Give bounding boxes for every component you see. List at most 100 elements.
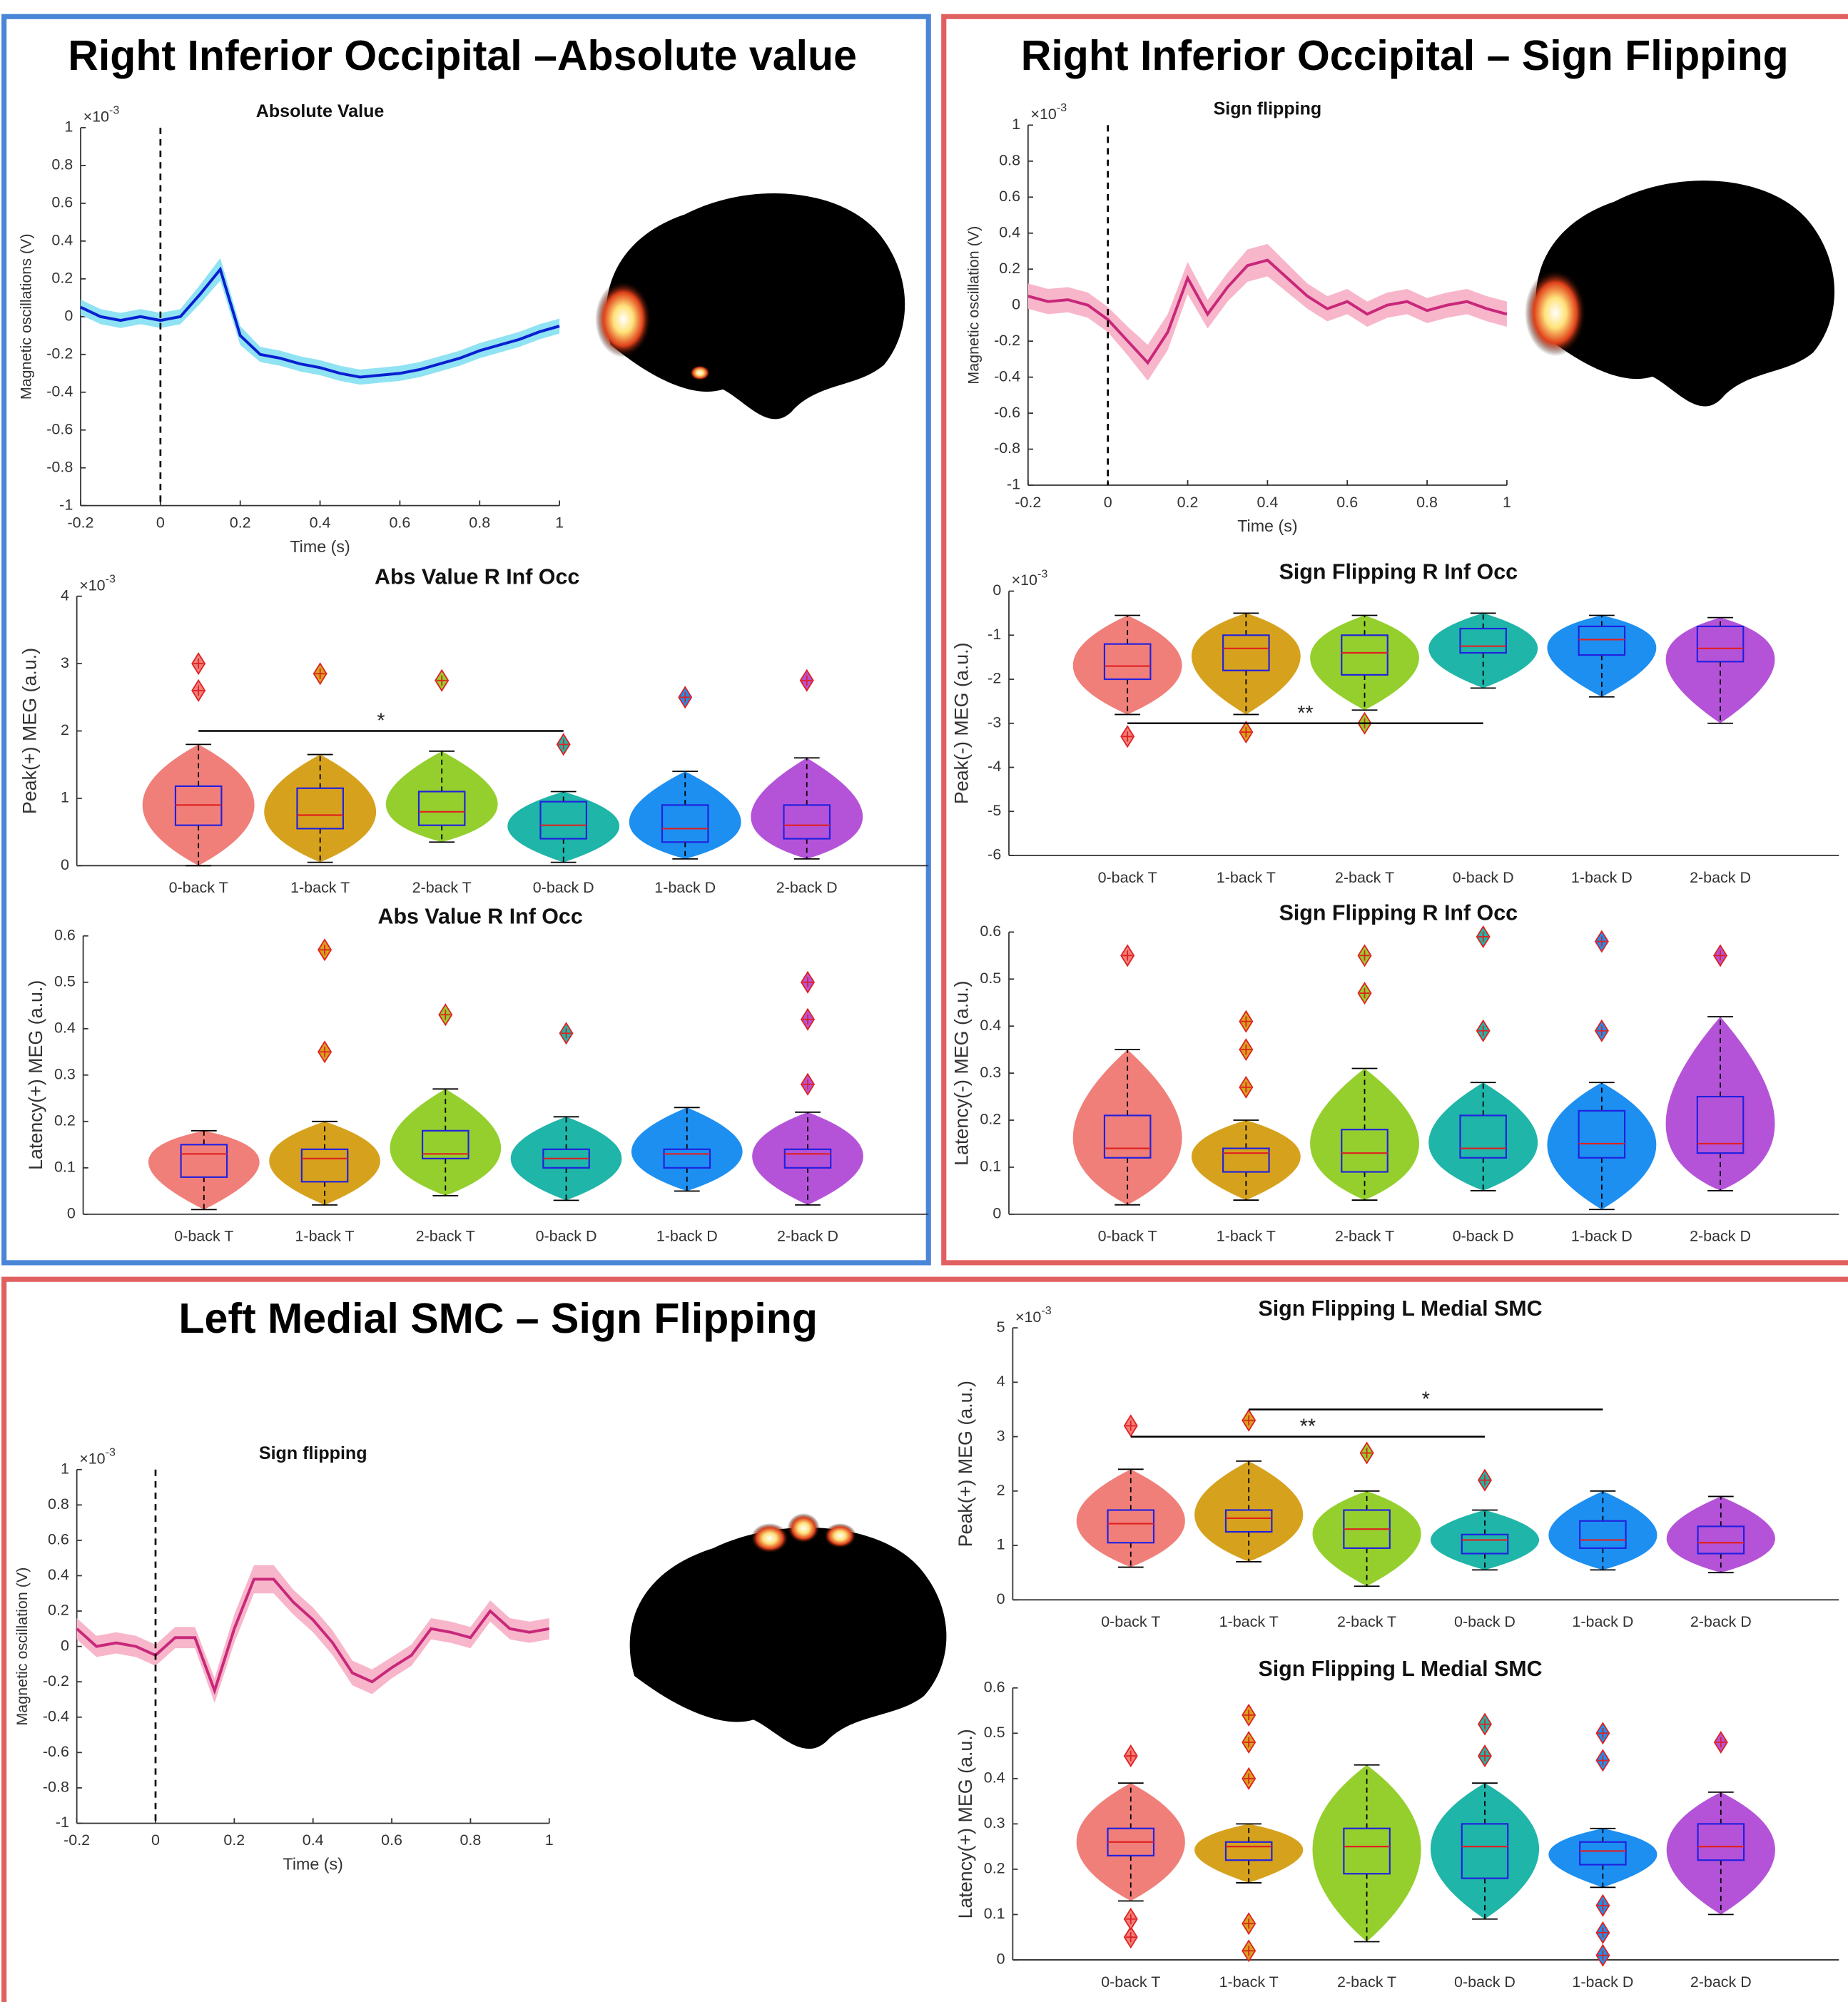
y-tick-label: 0.4: [980, 1017, 1001, 1034]
y-tick-label: 0.2: [980, 1111, 1001, 1128]
y-tick-label: 5: [997, 1318, 1005, 1336]
outlier: [1242, 1410, 1255, 1431]
outlier: [1596, 1750, 1609, 1771]
outlier: [1596, 1923, 1609, 1943]
y-axis-label: Peak(+) MEG (a.u.): [955, 1381, 976, 1547]
exponent-base: ×10: [79, 1450, 105, 1467]
significance-label: *: [377, 710, 385, 733]
x-tick-label: 1-back D: [654, 879, 716, 896]
x-tick-label: 0-back D: [1454, 1973, 1516, 1991]
violin: [1073, 1050, 1182, 1205]
x-tick-label: 0: [1104, 494, 1112, 511]
x-axis-label: Time (s): [1237, 517, 1297, 535]
x-tick-label: 0: [151, 1831, 160, 1849]
outlier: [1595, 1020, 1608, 1041]
y-tick-label: 0.1: [984, 1905, 1005, 1922]
x-tick-label: 0-back D: [1453, 1228, 1514, 1245]
outlier: [1242, 1705, 1255, 1726]
x-tick-label: 2-back T: [1337, 1973, 1396, 1991]
y-axis-label: Latency(+) MEG (a.u.): [955, 1729, 976, 1919]
axis-exponent: ×10-3: [79, 1446, 116, 1467]
y-tick-label: 0.4: [999, 223, 1020, 240]
brain-image: [1525, 181, 1834, 406]
violin: [1194, 1461, 1303, 1562]
y-tick-label: 0.6: [980, 923, 1001, 940]
y-tick-label: -1: [988, 626, 1001, 643]
y-tick-label: -0.2: [43, 1672, 69, 1689]
x-tick-label: 2-back T: [1335, 1228, 1394, 1245]
y-tick-label: -0.6: [46, 420, 73, 437]
y-tick-label: -1: [1007, 476, 1020, 493]
y-tick-label: 0.6: [999, 188, 1020, 205]
outlier: [1242, 1769, 1255, 1789]
y-tick-label: 0.2: [984, 1860, 1005, 1877]
y-tick-label: -1: [56, 1814, 69, 1831]
outlier: [557, 734, 570, 755]
x-tick-label: 0.8: [469, 514, 490, 531]
y-tick-label: -0.4: [46, 382, 73, 400]
chart-title: Sign flipping: [259, 1443, 367, 1463]
y-tick-label: 2: [997, 1481, 1005, 1498]
y-tick-label: 1: [61, 1460, 69, 1477]
y-tick-label: 3: [997, 1427, 1005, 1444]
y-tick-label: 1: [61, 789, 69, 806]
significance-label: **: [1300, 1416, 1316, 1438]
outlier: [1242, 1732, 1255, 1753]
y-tick-label: 0.3: [984, 1814, 1005, 1831]
x-tick-label: 0: [156, 514, 165, 531]
y-tick-label: 0.1: [54, 1159, 76, 1176]
x-tick-label: 1-back D: [656, 1228, 718, 1245]
exponent-base: ×10: [1012, 571, 1037, 589]
y-tick-label: -0.8: [994, 439, 1020, 457]
exponent-base: ×10: [1030, 106, 1056, 123]
exponent-power: -3: [1037, 568, 1047, 581]
x-tick-label: 0-back D: [1453, 869, 1514, 886]
outlier: [1242, 1941, 1255, 1961]
y-tick-label: 0: [1012, 295, 1020, 313]
y-tick-label: 0.4: [984, 1769, 1005, 1787]
y-tick-label: -0.2: [994, 332, 1020, 349]
y-tick-label: 4: [61, 586, 69, 604]
outlier: [1121, 726, 1134, 747]
y-tick-label: 0.4: [54, 1019, 76, 1036]
x-tick-label: 0-back T: [174, 1228, 233, 1245]
x-tick-label: 1-back T: [1217, 1228, 1276, 1245]
x-tick-label: 0-back D: [1454, 1613, 1516, 1630]
outlier: [1239, 722, 1252, 743]
axis-exponent: ×10-3: [79, 573, 116, 594]
exponent-base: ×10: [1015, 1308, 1041, 1325]
outlier: [1359, 945, 1371, 966]
outlier: [1596, 1723, 1609, 1744]
brain-image: [595, 193, 905, 419]
y-tick-label: 0: [67, 1205, 76, 1222]
y-axis-label: Latency(+) MEG (a.u.): [25, 980, 46, 1170]
x-axis-label: Time (s): [290, 537, 350, 556]
chart-title: Absolute Value: [256, 101, 385, 121]
x-tick-label: 0.4: [1256, 494, 1278, 511]
y-tick-label: -0.6: [43, 1743, 69, 1760]
outlier: [1715, 1732, 1727, 1753]
x-tick-label: 0.2: [230, 514, 251, 531]
outlier: [1124, 1746, 1137, 1767]
error-band: [77, 1565, 549, 1703]
y-tick-label: 0: [992, 581, 1001, 599]
outlier: [1239, 1077, 1252, 1098]
x-tick-label: 1: [545, 1831, 554, 1849]
violin: [264, 755, 376, 863]
y-tick-label: -0.4: [43, 1707, 69, 1724]
axis-exponent: ×10-3: [1015, 1304, 1052, 1325]
y-tick-label: 0.6: [984, 1678, 1005, 1695]
x-tick-label: 2-back T: [412, 879, 472, 896]
y-tick-label: -0.4: [994, 367, 1020, 385]
violin: [1310, 1069, 1419, 1201]
y-tick-label: -2: [988, 670, 1001, 687]
chart-title: Abs Value R Inf Occ: [375, 565, 579, 589]
x-tick-label: 0-back D: [533, 879, 594, 896]
y-tick-label: 0: [61, 856, 69, 873]
chart-title: Sign Flipping R Inf Occ: [1279, 560, 1518, 584]
y-tick-label: -1: [59, 496, 73, 513]
outlier: [435, 670, 448, 691]
x-tick-label: -0.2: [1015, 494, 1041, 511]
outlier: [1242, 1914, 1255, 1934]
y-tick-label: 0.5: [980, 970, 1001, 987]
